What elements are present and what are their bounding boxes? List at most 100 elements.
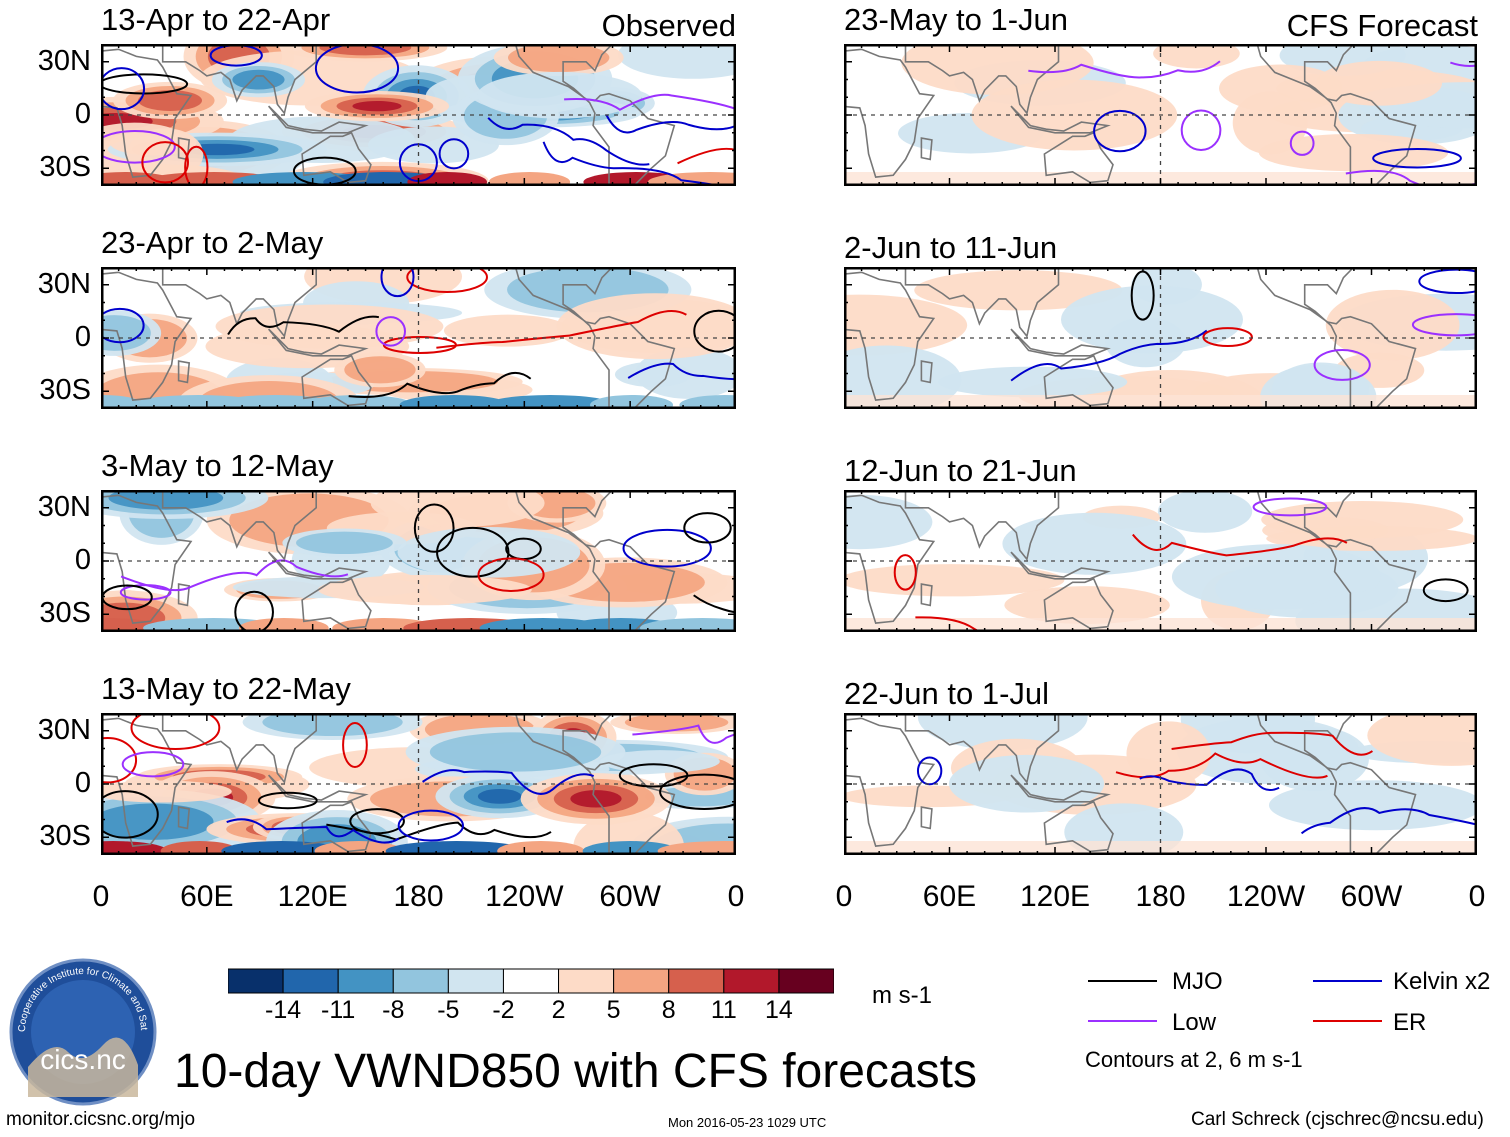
x-tick-label: 180 xyxy=(1135,880,1186,913)
units-label: m s-1 xyxy=(872,982,932,1009)
anomaly-blob xyxy=(488,172,571,186)
contour-line xyxy=(1028,60,1221,79)
anomaly-blob xyxy=(617,44,736,79)
contour-line xyxy=(314,44,400,94)
panel-map-obs-1 xyxy=(101,44,736,186)
anomaly-blob xyxy=(508,44,610,73)
panel-map-fc-1 xyxy=(844,44,1477,186)
anomaly-blob xyxy=(296,531,393,555)
anomaly-blob xyxy=(1315,60,1443,106)
contours xyxy=(101,267,736,398)
legend-label-mjo: MJO xyxy=(1172,968,1223,995)
coastline xyxy=(514,713,676,855)
coastlines xyxy=(844,44,1417,186)
y-tick-label: 30S xyxy=(39,820,91,853)
coastline xyxy=(1256,713,1417,855)
x-tick-label: 60W xyxy=(599,880,661,913)
colorbar-tick-label: -8 xyxy=(382,996,405,1024)
anomaly-blob xyxy=(1060,285,1244,354)
coastline xyxy=(161,490,317,562)
panel-title: 12-Jun to 21-Jun xyxy=(844,453,1077,488)
contour-line xyxy=(622,528,712,568)
contour-line xyxy=(693,594,736,614)
anomaly-blob xyxy=(614,361,692,388)
tick-marks xyxy=(844,490,1477,632)
contour-line xyxy=(477,557,545,592)
contour-line xyxy=(564,93,736,111)
anomaly-field xyxy=(844,713,1477,855)
anomaly-field xyxy=(844,490,1477,632)
y-tick-label: 0 xyxy=(74,544,91,576)
anomaly-blob xyxy=(1157,490,1253,533)
anomaly-blob xyxy=(477,71,642,119)
colorbar-tick-label: 2 xyxy=(551,996,566,1024)
anomaly-blob xyxy=(497,841,585,855)
y-tick-label: 30S xyxy=(39,597,91,630)
coastline xyxy=(301,131,372,184)
colorbar-tick-label: 14 xyxy=(765,996,793,1024)
x-tick-label: 60E xyxy=(922,880,977,913)
contour-line xyxy=(1422,578,1469,603)
contour-line xyxy=(121,751,185,778)
anomaly-blob xyxy=(429,732,602,772)
tick-marks xyxy=(101,713,736,855)
footer-url[interactable]: monitor.cicsnc.org/mjo xyxy=(6,1109,196,1130)
contours xyxy=(893,497,1469,632)
contour-legend-lines xyxy=(1088,980,1382,1022)
panel-map-fc-4 xyxy=(844,713,1477,855)
coastline xyxy=(267,328,369,357)
panel-title: 23-May to 1-Jun xyxy=(844,2,1068,37)
x-tick-label: 60W xyxy=(1340,880,1403,913)
contour-line xyxy=(119,584,172,601)
contour-line xyxy=(436,526,510,578)
colorbar-tick-label: 8 xyxy=(661,996,676,1024)
contours xyxy=(1028,60,1477,186)
anomaly-blob xyxy=(262,713,403,737)
main-title: 10-day VWND850 with CFS forecasts xyxy=(174,1045,977,1098)
colorbar-swatch xyxy=(723,968,780,994)
anomaly-blob xyxy=(937,366,1128,398)
anomaly-blob xyxy=(1367,713,1477,766)
contour-line xyxy=(101,307,145,344)
colorbar-swatch xyxy=(613,968,670,994)
colorbar-tick-label: -2 xyxy=(492,996,515,1024)
anomaly-blob xyxy=(844,564,1065,597)
colorbar-tick-label: -11 xyxy=(321,996,356,1024)
contour-line xyxy=(915,616,983,632)
contour-line xyxy=(1132,533,1348,557)
colorbar-swatch xyxy=(392,968,449,994)
coastline xyxy=(267,774,369,803)
colorbar-swatch xyxy=(447,968,504,994)
contour-line xyxy=(632,724,736,744)
tick-marks xyxy=(844,44,1477,186)
tick-marks xyxy=(844,267,1477,409)
coastline xyxy=(1043,131,1114,184)
y-tick-label: 30N xyxy=(37,490,91,523)
contours xyxy=(101,503,736,632)
contour-line xyxy=(436,310,687,349)
y-tick-label: 30S xyxy=(39,151,91,184)
coastline xyxy=(920,137,933,161)
x-tick-label: 120E xyxy=(277,880,348,913)
colorbar-swatch xyxy=(337,968,394,994)
contour-line xyxy=(438,138,470,170)
coastline xyxy=(1256,44,1417,186)
panel-map-fc-3 xyxy=(844,490,1477,632)
anomaly-blob xyxy=(344,356,416,384)
anomaly-blob xyxy=(232,69,285,90)
contour-line xyxy=(349,808,405,835)
y-tick-label: 0 xyxy=(74,321,91,353)
panel-title: 2-Jun to 11-Jun xyxy=(844,230,1058,265)
panel-map-obs-2 xyxy=(101,267,736,409)
contour-line xyxy=(342,722,368,768)
anomaly-blob xyxy=(647,172,736,186)
anomaly-blob xyxy=(590,395,674,409)
contour-line xyxy=(101,790,159,839)
contour-line xyxy=(226,818,400,844)
coastlines xyxy=(101,490,676,632)
x-tick-label: 120W xyxy=(1226,880,1306,913)
anomaly-blob xyxy=(844,294,968,356)
cics-logo: Cooperative Institute for Climate and Sa… xyxy=(8,957,157,1106)
tick-marks xyxy=(101,267,736,409)
anomaly-blob xyxy=(657,841,736,855)
